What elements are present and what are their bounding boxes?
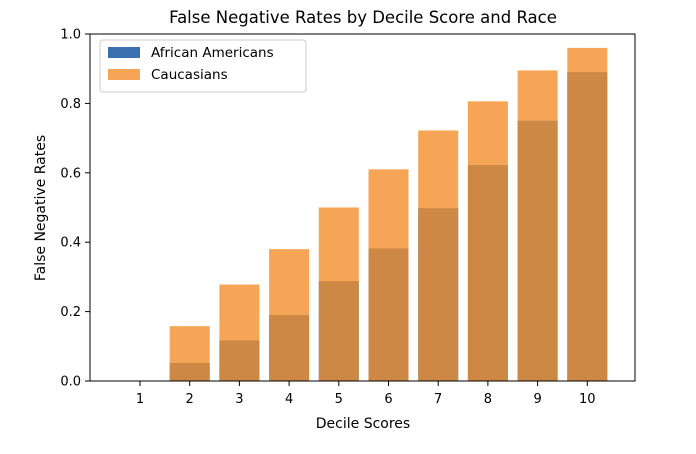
legend-swatch	[108, 69, 140, 80]
y-tick-label: 0.4	[60, 236, 81, 251]
bar-caucasians-2	[169, 326, 210, 381]
plot-frame	[89, 33, 636, 382]
y-tick-label: 0.6	[60, 166, 81, 181]
x-tick-label: 5	[335, 392, 343, 407]
bar-caucasians-8	[467, 101, 508, 381]
x-tick-label: 9	[533, 392, 541, 407]
bar-caucasians-10	[567, 47, 608, 381]
x-tick-label: 3	[235, 392, 243, 407]
x-tick-label: 6	[384, 392, 392, 407]
y-tick-label: 1.0	[60, 28, 81, 43]
y-tick-label: 0.8	[60, 97, 81, 112]
x-tick-label: 10	[579, 392, 596, 407]
bar-caucasians-6	[368, 169, 409, 381]
bar-caucasians-4	[269, 249, 310, 381]
legend-swatch	[108, 47, 140, 58]
legend-label: Caucasians	[151, 67, 228, 83]
y-axis-label: False Negative Rates	[33, 135, 49, 281]
legend: African Americans Caucasians	[99, 39, 307, 93]
axes-group: 0.0 0.2 0.4 0.6 0.8 1.0 1 2 3 4 5 6 7 8 9 10	[60, 28, 636, 407]
x-tick-label: 8	[484, 392, 492, 407]
bar-caucasians-9	[517, 70, 558, 381]
x-tick-label: 4	[285, 392, 293, 407]
x-axis-label: Decile Scores	[316, 416, 410, 432]
x-tick-label: 7	[434, 392, 442, 407]
bar-caucasians-3	[219, 284, 260, 381]
legend-box	[99, 39, 307, 93]
x-tick-label: 1	[136, 392, 144, 407]
bar-caucasians-5	[318, 207, 359, 381]
legend-label: African Americans	[151, 45, 274, 61]
y-tick-label: 0.2	[60, 305, 81, 320]
bars-group	[169, 47, 608, 382]
y-tick-label: 0.0	[60, 375, 81, 390]
x-tick-label: 2	[186, 392, 194, 407]
bar-caucasians-7	[418, 130, 459, 381]
chart-title: False Negative Rates by Decile Score and…	[169, 8, 557, 27]
